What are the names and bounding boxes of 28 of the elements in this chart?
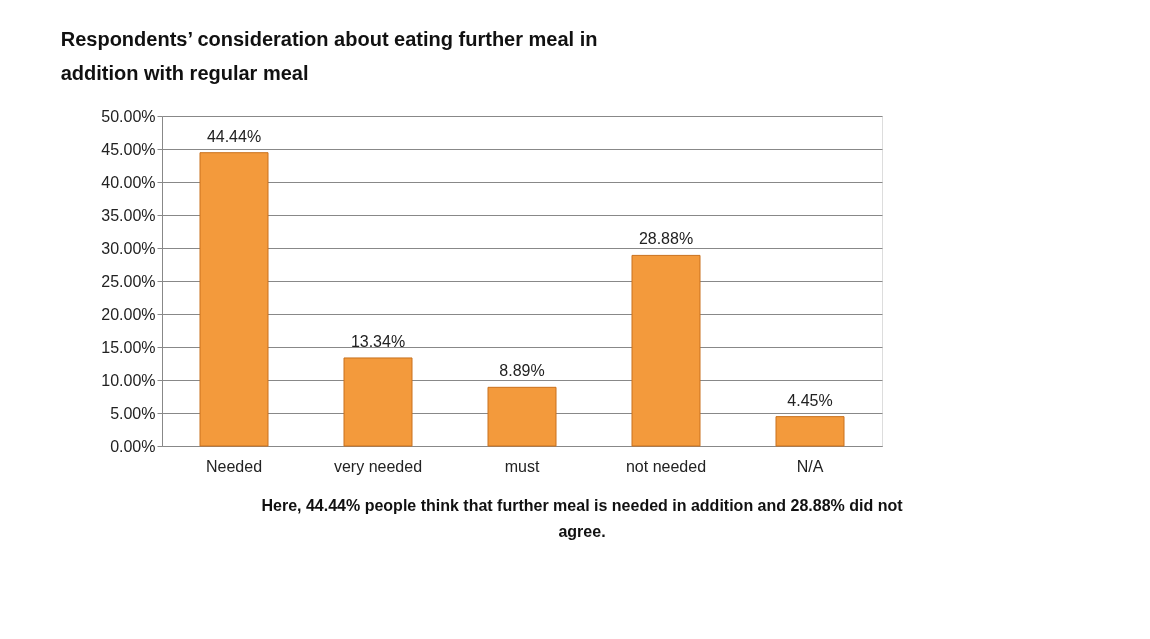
y-tick-label: 35.00% (101, 206, 156, 224)
y-tick-label: 25.00% (101, 272, 156, 290)
text: Here, 44.44% people think that further meal is needed in addition and 28.88% did not agree. (261, 497, 904, 540)
y-tick-label: 15.00% (101, 338, 156, 356)
y-tick-label: 40.00% (101, 173, 156, 191)
y-tick-label: 20.00% (101, 305, 156, 323)
y-tick-label: 50.00% (101, 107, 156, 125)
data-label: 28.88% (638, 230, 694, 248)
y-tick-label: 45.00% (101, 140, 156, 158)
bar (631, 254, 701, 447)
x-tick-label: N/A (796, 457, 824, 475)
x-tick-label: Needed (205, 457, 263, 475)
data-label: 4.45% (787, 391, 833, 409)
y-tick-label: 10.00% (101, 371, 156, 389)
x-tick-label: must (504, 457, 540, 475)
bar (199, 152, 269, 447)
x-tick-label: not needed (625, 457, 707, 475)
y-tick-label: 30.00% (101, 239, 156, 257)
bar (775, 416, 845, 447)
bar (487, 386, 557, 447)
x-tick-label: very needed (333, 457, 423, 475)
bar (343, 357, 413, 447)
data-label: 8.89% (499, 362, 545, 380)
y-tick-label: 0.00% (110, 437, 156, 455)
y-tick-label: 5.00% (110, 404, 156, 422)
data-label: 13.34% (350, 332, 406, 350)
data-label: 44.44% (206, 127, 262, 145)
chart-title: Respondents’ consideration about eating further meal in addition with regular meal (60, 28, 598, 84)
